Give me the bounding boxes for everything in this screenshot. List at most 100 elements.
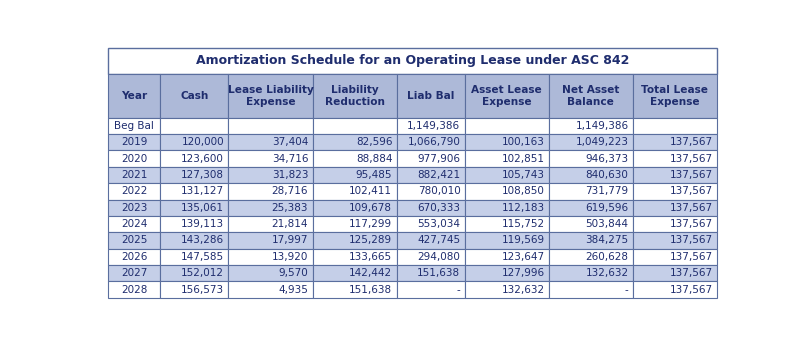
Text: 1,149,386: 1,149,386 xyxy=(576,121,629,131)
Bar xyxy=(160,134,229,150)
Bar xyxy=(160,232,229,249)
Bar xyxy=(633,150,717,167)
Text: 2021: 2021 xyxy=(121,170,147,180)
Bar xyxy=(108,150,160,167)
Text: 137,567: 137,567 xyxy=(670,203,712,213)
Bar xyxy=(633,74,717,118)
Bar xyxy=(633,265,717,281)
Bar xyxy=(160,74,229,118)
Text: 137,567: 137,567 xyxy=(670,236,712,246)
Text: 147,585: 147,585 xyxy=(181,252,224,262)
Text: 105,743: 105,743 xyxy=(502,170,544,180)
Text: 102,411: 102,411 xyxy=(349,186,392,196)
Text: 553,034: 553,034 xyxy=(418,219,460,229)
Bar xyxy=(464,150,549,167)
Bar xyxy=(229,232,312,249)
Text: 137,567: 137,567 xyxy=(670,268,712,278)
Bar xyxy=(397,249,464,265)
Text: 137,567: 137,567 xyxy=(670,170,712,180)
Bar xyxy=(397,232,464,249)
Text: 1,049,223: 1,049,223 xyxy=(576,137,629,147)
Text: 2028: 2028 xyxy=(121,285,147,294)
Text: Liability
Reduction: Liability Reduction xyxy=(324,85,385,107)
Text: 143,286: 143,286 xyxy=(181,236,224,246)
Text: 123,647: 123,647 xyxy=(502,252,544,262)
Text: 95,485: 95,485 xyxy=(356,170,392,180)
Text: 670,333: 670,333 xyxy=(418,203,460,213)
Text: 120,000: 120,000 xyxy=(181,137,224,147)
Bar xyxy=(397,118,464,134)
Bar xyxy=(160,150,229,167)
Bar xyxy=(108,265,160,281)
Bar xyxy=(108,199,160,216)
Bar xyxy=(229,281,312,298)
Text: 137,567: 137,567 xyxy=(670,186,712,196)
Bar xyxy=(549,281,633,298)
Text: 13,920: 13,920 xyxy=(272,252,308,262)
Bar xyxy=(229,249,312,265)
Text: 2024: 2024 xyxy=(121,219,147,229)
Text: 619,596: 619,596 xyxy=(585,203,629,213)
Bar xyxy=(108,249,160,265)
Bar xyxy=(633,183,717,199)
Bar xyxy=(633,167,717,183)
Text: 977,906: 977,906 xyxy=(418,154,460,163)
Bar xyxy=(549,150,633,167)
Bar xyxy=(160,118,229,134)
Text: 2026: 2026 xyxy=(121,252,147,262)
Bar xyxy=(549,265,633,281)
Text: 142,442: 142,442 xyxy=(349,268,392,278)
Bar xyxy=(397,216,464,232)
Bar xyxy=(229,118,312,134)
Text: Asset Lease
Expense: Asset Lease Expense xyxy=(472,85,543,107)
Bar xyxy=(464,167,549,183)
Bar xyxy=(312,74,397,118)
Text: 88,884: 88,884 xyxy=(356,154,392,163)
Text: 125,289: 125,289 xyxy=(349,236,392,246)
Text: 151,638: 151,638 xyxy=(349,285,392,294)
Bar xyxy=(549,199,633,216)
Text: 135,061: 135,061 xyxy=(181,203,224,213)
Text: 294,080: 294,080 xyxy=(418,252,460,262)
Bar xyxy=(633,232,717,249)
Bar xyxy=(108,183,160,199)
Text: 9,570: 9,570 xyxy=(279,268,308,278)
Text: 108,850: 108,850 xyxy=(502,186,544,196)
Bar xyxy=(464,232,549,249)
Text: 127,996: 127,996 xyxy=(502,268,544,278)
Bar xyxy=(312,167,397,183)
Bar xyxy=(108,118,160,134)
Text: 1,066,790: 1,066,790 xyxy=(407,137,460,147)
Text: 123,600: 123,600 xyxy=(181,154,224,163)
Bar xyxy=(464,265,549,281)
Bar xyxy=(108,281,160,298)
Text: 117,299: 117,299 xyxy=(349,219,392,229)
Bar xyxy=(633,216,717,232)
Text: 17,997: 17,997 xyxy=(272,236,308,246)
Bar xyxy=(312,216,397,232)
Bar xyxy=(464,281,549,298)
Text: Total Lease
Expense: Total Lease Expense xyxy=(642,85,708,107)
Bar xyxy=(397,74,464,118)
Bar xyxy=(549,74,633,118)
Text: 2027: 2027 xyxy=(121,268,147,278)
Text: 4,935: 4,935 xyxy=(279,285,308,294)
Text: 731,779: 731,779 xyxy=(585,186,629,196)
Text: 102,851: 102,851 xyxy=(502,154,544,163)
Text: 946,373: 946,373 xyxy=(585,154,629,163)
Bar xyxy=(160,183,229,199)
Text: 34,716: 34,716 xyxy=(272,154,308,163)
Text: 28,716: 28,716 xyxy=(272,186,308,196)
Text: -: - xyxy=(625,285,629,294)
Bar xyxy=(229,265,312,281)
Bar xyxy=(312,134,397,150)
Bar xyxy=(633,281,717,298)
Bar xyxy=(464,183,549,199)
Bar xyxy=(160,216,229,232)
Text: Cash: Cash xyxy=(180,91,208,101)
Bar xyxy=(549,167,633,183)
Bar xyxy=(229,216,312,232)
Text: 82,596: 82,596 xyxy=(356,137,392,147)
Bar xyxy=(312,183,397,199)
Bar xyxy=(464,216,549,232)
